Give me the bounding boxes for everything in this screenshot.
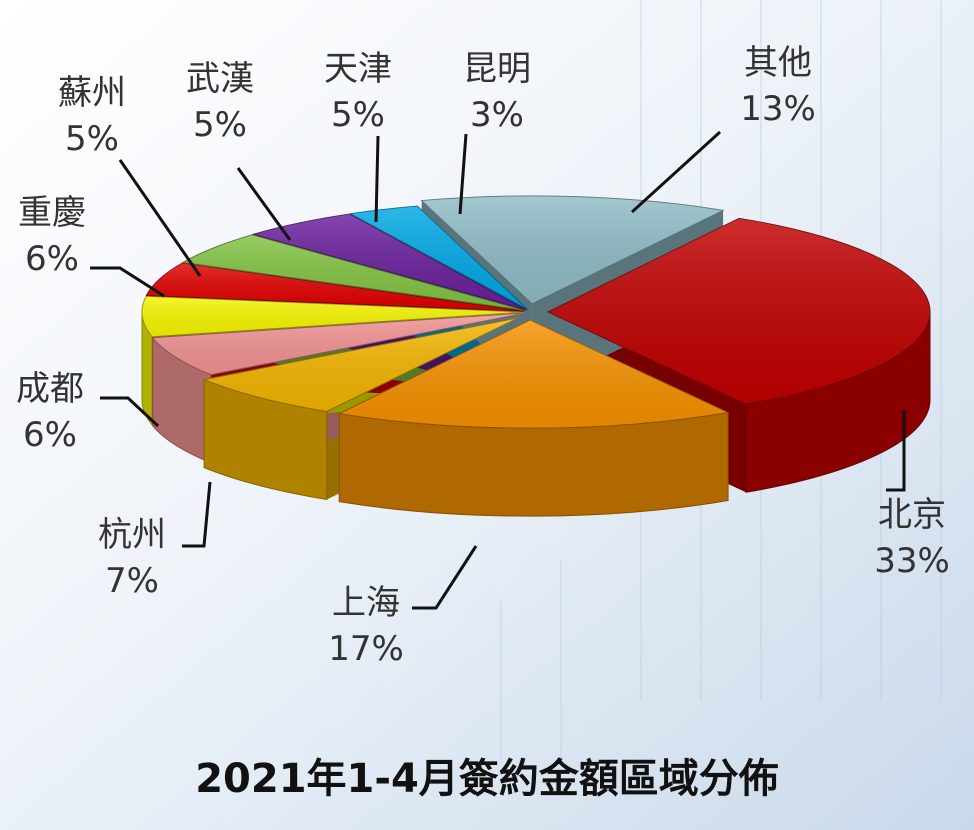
slice-label-name: 重慶 [18, 193, 86, 233]
slice-label-percent: 3% [470, 95, 524, 135]
slice-label-percent: 5% [65, 119, 119, 159]
leader-line-9 [630, 130, 722, 214]
pie-slice-shine-0 [547, 218, 930, 405]
slice-label-percent: 6% [23, 415, 77, 455]
leader-line-8 [458, 133, 468, 215]
leader-line-7 [374, 135, 380, 223]
leader-line-3 [100, 396, 160, 428]
slice-label-name: 上海 [332, 583, 400, 623]
pie-slice-shine-7 [253, 214, 527, 310]
slice-label-percent: 5% [331, 95, 385, 135]
pie-slice-shine-3 [152, 313, 525, 375]
slice-label-name: 其他 [744, 43, 812, 83]
leader-line-2 [182, 481, 212, 548]
slice-label-name: 杭州 [98, 515, 166, 555]
slice-label-percent: 13% [740, 89, 816, 129]
slice-label-name: 昆明 [463, 49, 531, 89]
pie-slice-shine-6 [182, 234, 526, 311]
pie-slice-shine-1 [339, 320, 729, 429]
leader-line-5 [118, 159, 202, 277]
slice-label-name: 成都 [16, 369, 84, 409]
leader-line-1 [412, 545, 478, 610]
slice-label-percent: 7% [105, 561, 159, 601]
slice-label-percent: 5% [193, 105, 247, 145]
pie-slice-shine-8 [350, 206, 528, 310]
slice-label-name: 蘇州 [58, 73, 126, 113]
slice-label-name: 天津 [324, 49, 392, 89]
pie-layer [141, 195, 931, 517]
slice-label-name: 北京 [878, 495, 946, 535]
slice-label-percent: 33% [874, 541, 950, 581]
slice-labels: 北京 33% 上海 17% 杭州 7% 成都 6% 重慶 6% 蘇州 5% 武漢 5% 天津 5% 昆明 3% 其他… [16, 43, 950, 669]
leader-line-6 [236, 167, 292, 241]
pie-slice-shine-4 [142, 296, 525, 337]
leader-lines [90, 130, 906, 610]
chart-title: 2021年1-4月簽約金額區域分佈 [195, 756, 779, 802]
slice-label-percent: 17% [328, 629, 404, 669]
pie-slice-shine-5 [146, 263, 525, 312]
slice-label-name: 武漢 [186, 59, 254, 99]
pie-slice-shine-9 [421, 195, 724, 304]
pie-slice-shine-2 [204, 317, 518, 412]
slice-label-percent: 6% [25, 239, 79, 279]
leader-line-4 [90, 266, 165, 298]
leader-line-0 [886, 410, 906, 492]
